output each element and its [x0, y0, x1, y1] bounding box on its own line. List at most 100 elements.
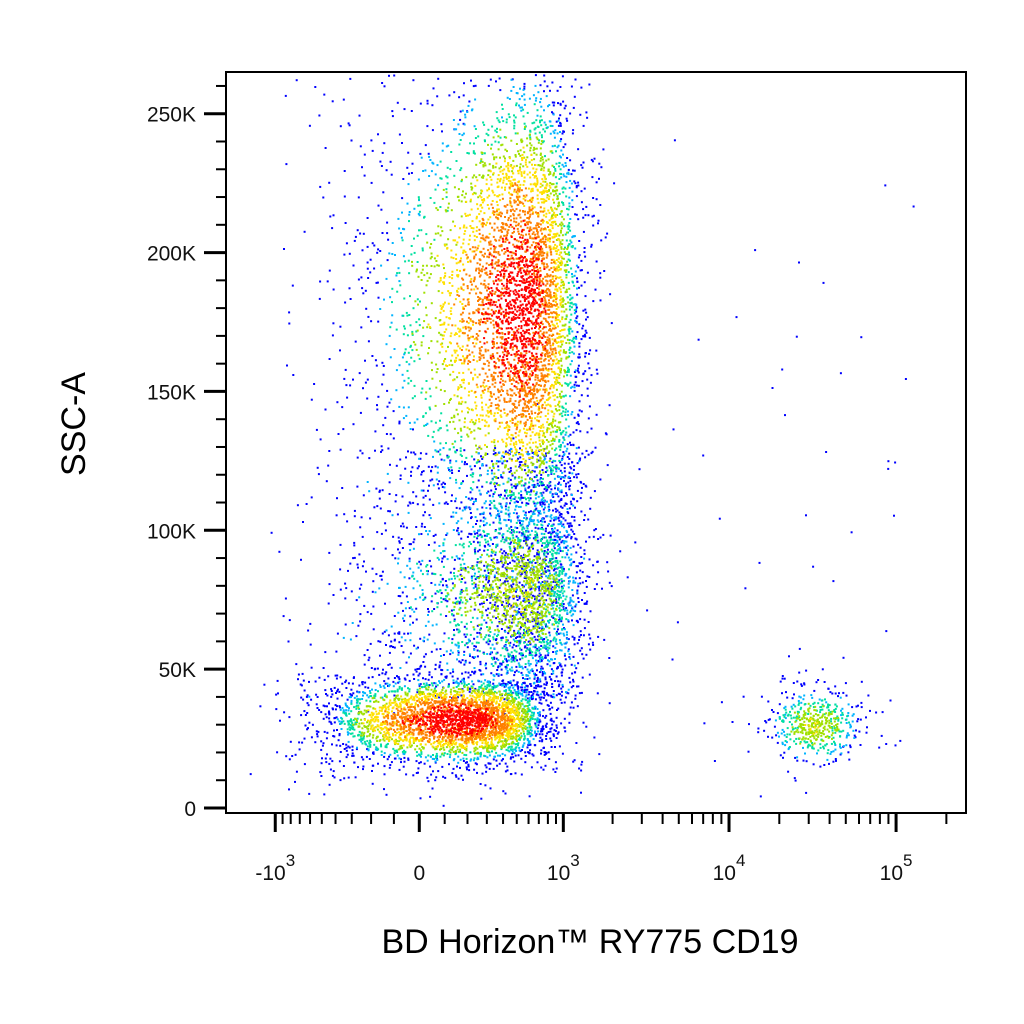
data-point [561, 431, 564, 434]
data-point [575, 603, 578, 606]
data-point [574, 577, 577, 580]
data-point [377, 248, 380, 251]
data-point [575, 667, 578, 670]
data-point [417, 767, 420, 770]
data-point [568, 355, 571, 358]
data-point [474, 656, 477, 659]
data-point [830, 751, 833, 753]
data-point [356, 456, 359, 459]
data-point [576, 315, 579, 318]
data-point [429, 197, 432, 199]
data-point [369, 517, 372, 520]
data-point [538, 587, 541, 590]
data-point [326, 280, 329, 283]
data-point [390, 640, 393, 643]
data-point [384, 416, 387, 419]
data-point [583, 519, 586, 521]
data-point [394, 500, 397, 503]
data-point [759, 795, 762, 798]
data-point [344, 222, 347, 224]
data-point [550, 739, 553, 742]
data-point [825, 701, 828, 704]
data-point [771, 387, 774, 389]
data-point [567, 251, 570, 254]
data-point [559, 103, 562, 106]
data-point [452, 679, 455, 682]
data-point [501, 534, 504, 537]
data-point [588, 336, 591, 339]
data-point [561, 415, 564, 418]
data-point [563, 462, 566, 465]
data-point [493, 684, 496, 687]
data-point [832, 580, 835, 583]
data-point [523, 469, 526, 472]
data-point [792, 703, 795, 706]
data-point [350, 694, 353, 697]
data-point [567, 619, 570, 622]
data-point [547, 704, 550, 707]
data-point [507, 659, 510, 662]
data-point [702, 454, 705, 457]
data-point [356, 563, 359, 566]
data-point [575, 384, 578, 387]
data-point [559, 563, 562, 566]
data-point [596, 372, 599, 375]
data-point [397, 681, 400, 684]
data-point [332, 735, 335, 737]
data-point [473, 125, 476, 128]
data-point [476, 519, 479, 522]
data-point [367, 749, 370, 752]
data-point [351, 724, 353, 727]
data-point [396, 690, 399, 693]
data-point [361, 681, 364, 683]
data-point [561, 566, 564, 568]
data-point [576, 619, 579, 622]
data-point [294, 753, 297, 756]
data-point [543, 121, 546, 124]
data-point [420, 664, 423, 667]
data-point [559, 550, 562, 552]
data-point [544, 656, 547, 659]
data-point [346, 396, 349, 399]
data-point [346, 698, 349, 701]
data-point [847, 751, 850, 754]
data-point [407, 511, 410, 514]
data-point [432, 484, 435, 487]
data-point [528, 537, 531, 540]
data-point [461, 578, 464, 580]
data-point [331, 743, 333, 746]
data-point [557, 523, 560, 526]
data-point [514, 747, 517, 750]
data-point [386, 742, 389, 745]
data-point [492, 758, 495, 761]
data-point [384, 547, 387, 550]
data-point [552, 549, 555, 552]
data-point [467, 671, 470, 674]
data-point [413, 538, 416, 541]
data-point [483, 549, 486, 552]
data-point [459, 661, 462, 664]
data-point [834, 685, 837, 688]
data-point [558, 662, 561, 665]
data-point [554, 129, 557, 132]
data-point [598, 162, 601, 165]
data-point [569, 484, 571, 487]
data-point [488, 545, 491, 547]
data-point [581, 486, 583, 489]
data-point [460, 482, 463, 484]
data-point [345, 587, 348, 590]
data-point [523, 93, 526, 96]
data-point [595, 349, 598, 352]
data-point [576, 500, 579, 503]
data-point [404, 348, 407, 351]
data-point [509, 469, 512, 472]
data-point [857, 704, 859, 707]
data-point [475, 763, 478, 766]
data-point [324, 408, 327, 411]
data-point [539, 510, 541, 513]
data-point [567, 208, 570, 211]
data-point [315, 428, 318, 431]
data-point [455, 449, 458, 452]
data-point [350, 688, 353, 691]
data-point [538, 641, 541, 643]
